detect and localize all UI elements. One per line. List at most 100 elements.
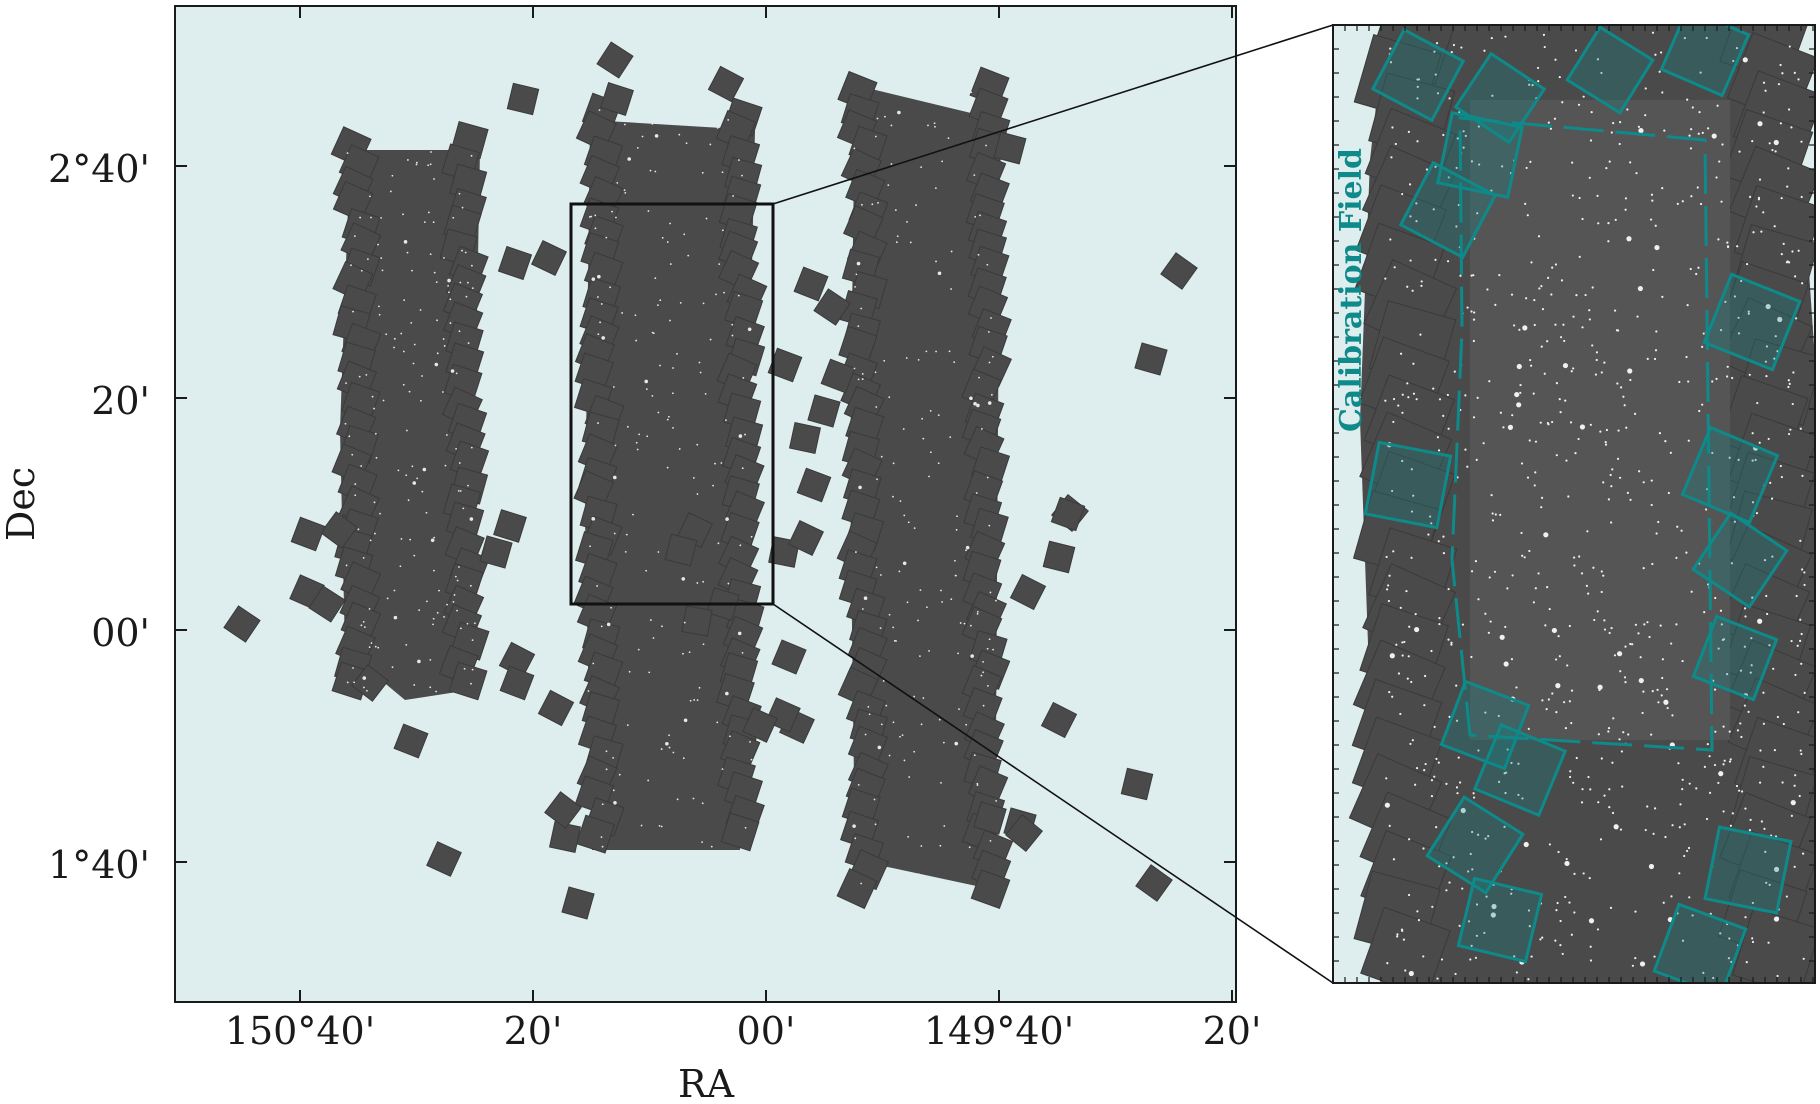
star-speck xyxy=(1551,692,1554,695)
star-speck xyxy=(1797,78,1800,81)
star-speck xyxy=(1490,36,1493,40)
star-speck xyxy=(1554,263,1558,266)
star-speck xyxy=(399,565,402,568)
star-speck xyxy=(1513,955,1516,958)
star-speck xyxy=(1697,266,1700,269)
star-speck xyxy=(1749,671,1752,674)
star-speck xyxy=(1685,551,1688,554)
star-speck xyxy=(1765,881,1768,884)
star-speck xyxy=(1435,757,1438,760)
star-speck xyxy=(461,249,463,252)
main-plot-frame xyxy=(174,5,1237,1003)
zoom-connector-bottom xyxy=(772,603,1334,984)
star-speck xyxy=(435,281,438,284)
star-speck xyxy=(1588,309,1591,312)
star-speck xyxy=(1442,552,1446,555)
edge-tile xyxy=(720,812,760,852)
star-speck xyxy=(973,402,977,406)
star-speck xyxy=(1800,662,1803,665)
star-speck xyxy=(1559,919,1562,923)
star-speck xyxy=(1384,277,1387,280)
star-speck xyxy=(1511,574,1514,577)
star-speck xyxy=(940,781,942,784)
star-speck xyxy=(598,109,601,112)
star-speck xyxy=(1589,788,1592,791)
single-pointing-tile xyxy=(793,266,829,302)
x-tick-label: 150°40' xyxy=(225,1009,375,1053)
star-speck xyxy=(990,393,993,396)
star-speck xyxy=(1466,465,1469,468)
star-speck xyxy=(720,462,723,464)
star-speck xyxy=(1766,612,1769,616)
calibration-pointing xyxy=(1370,27,1466,123)
star-speck xyxy=(1600,757,1603,760)
star-speck xyxy=(701,171,704,174)
star-speck xyxy=(1732,59,1735,63)
star-speck xyxy=(1387,584,1390,587)
star-speck xyxy=(1787,385,1790,389)
star-speck xyxy=(1688,782,1691,785)
zoom-region-box xyxy=(569,202,775,606)
star-speck xyxy=(1467,870,1470,873)
star-speck xyxy=(1795,594,1798,598)
star-speck xyxy=(1423,769,1426,772)
star-speck xyxy=(681,577,686,581)
single-pointing-tile xyxy=(308,585,346,623)
star-speck xyxy=(1403,640,1406,644)
star-speck xyxy=(1596,58,1600,61)
star-speck xyxy=(1488,380,1491,383)
star-speck xyxy=(1655,330,1658,333)
star-speck xyxy=(1616,651,1623,657)
star-speck xyxy=(1597,222,1600,225)
star-speck xyxy=(1765,345,1769,348)
star-speck xyxy=(612,386,615,388)
star-speck xyxy=(605,768,608,771)
zoom-connector-top xyxy=(772,24,1334,205)
star-speck xyxy=(1532,392,1535,395)
star-speck xyxy=(1787,167,1790,170)
star-speck xyxy=(430,538,435,543)
star-speck xyxy=(429,686,432,689)
star-speck xyxy=(1515,971,1518,974)
star-speck xyxy=(1729,824,1733,827)
star-speck xyxy=(739,544,742,547)
star-speck xyxy=(704,392,707,395)
star-speck xyxy=(1634,910,1637,913)
star-speck xyxy=(892,462,895,465)
star-speck xyxy=(1385,588,1389,591)
star-speck xyxy=(406,429,408,432)
star-speck xyxy=(1758,178,1762,181)
star-speck xyxy=(919,655,921,657)
star-speck xyxy=(1622,395,1625,398)
star-speck xyxy=(623,189,626,192)
star-speck xyxy=(1686,98,1689,101)
star-speck xyxy=(1504,771,1508,774)
star-speck xyxy=(1392,550,1395,553)
star-speck xyxy=(469,584,472,587)
star-speck xyxy=(725,691,729,696)
star-speck xyxy=(1391,126,1394,129)
star-speck xyxy=(1650,193,1654,196)
star-speck xyxy=(1656,688,1659,691)
star-speck xyxy=(1600,590,1603,594)
star-speck xyxy=(1447,638,1450,641)
star-speck xyxy=(1773,866,1780,872)
star-speck xyxy=(1502,426,1505,429)
star-speck xyxy=(1422,847,1425,850)
star-speck xyxy=(1681,659,1684,663)
star-speck xyxy=(922,437,925,440)
star-speck xyxy=(1521,554,1524,557)
star-speck xyxy=(466,622,469,625)
star-speck xyxy=(467,484,469,487)
star-speck xyxy=(1711,451,1714,455)
x-tick-label: 20' xyxy=(1203,1009,1262,1053)
star-speck xyxy=(683,718,688,723)
star-speck xyxy=(1393,266,1396,269)
star-speck xyxy=(1747,710,1750,713)
star-speck xyxy=(1470,944,1473,947)
star-speck xyxy=(1430,779,1434,782)
star-speck xyxy=(1414,783,1417,786)
star-speck xyxy=(1407,130,1410,133)
star-speck xyxy=(358,375,361,378)
